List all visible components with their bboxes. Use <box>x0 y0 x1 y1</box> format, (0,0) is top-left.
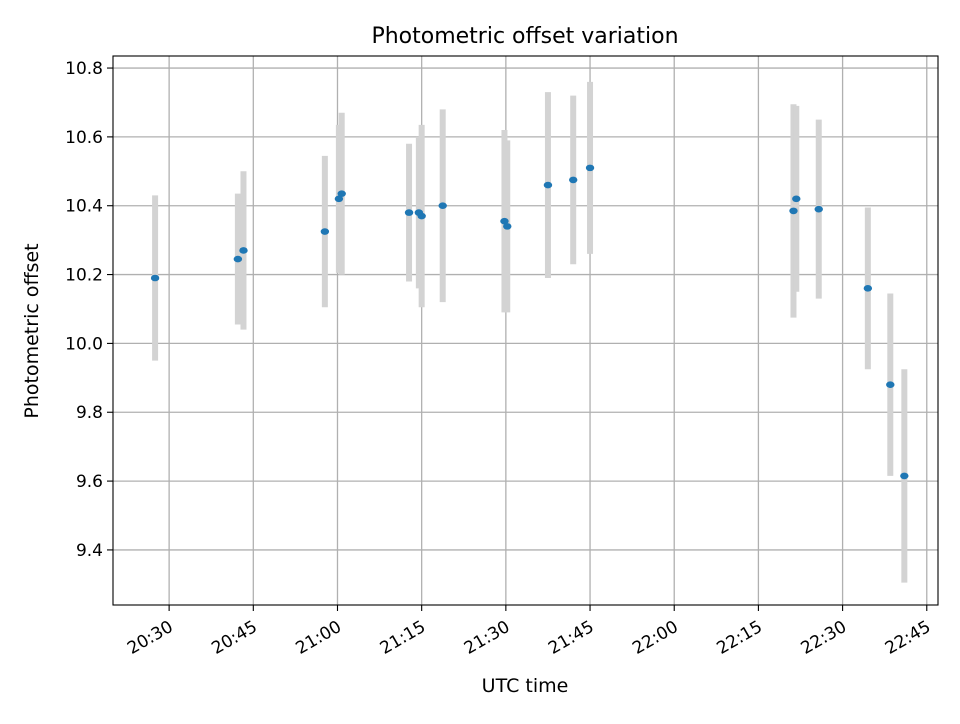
y-tick-label: 9.4 <box>76 541 103 561</box>
data-point <box>792 195 801 203</box>
y-axis-ticks: 9.4 9.6 9.8 10.0 10.2 10.4 10.6 10.8 <box>65 59 113 561</box>
data-point <box>337 190 346 197</box>
data-point <box>500 217 509 225</box>
data-point <box>503 223 512 230</box>
data-point <box>320 228 330 235</box>
data-point <box>239 247 248 254</box>
data-point <box>438 202 447 210</box>
data-point <box>233 255 243 263</box>
data-point <box>789 207 798 215</box>
y-tick-label: 10.8 <box>65 59 103 79</box>
data-point <box>543 181 553 189</box>
y-tick-label: 9.6 <box>76 472 103 492</box>
data-point <box>404 209 414 216</box>
data-point <box>334 195 344 203</box>
y-tick-label: 10.4 <box>65 197 103 217</box>
y-tick-label: 10.0 <box>65 334 103 354</box>
data-point <box>150 274 160 282</box>
data-point <box>585 164 595 172</box>
chart-title: Photometric offset variation <box>371 24 678 49</box>
y-tick-label: 10.6 <box>65 128 103 148</box>
y-axis-label: Photometric offset <box>21 243 43 418</box>
data-point <box>569 176 578 184</box>
y-tick-label: 9.8 <box>76 403 103 423</box>
data-point <box>417 212 426 220</box>
plot-frame <box>112 55 939 606</box>
y-tick-label: 10.2 <box>65 266 103 286</box>
data-point <box>900 472 909 480</box>
data-point <box>863 285 873 292</box>
data-point <box>814 205 823 213</box>
data-points <box>150 164 909 480</box>
data-point <box>886 381 895 389</box>
x-axis-label: UTC time <box>482 675 569 697</box>
